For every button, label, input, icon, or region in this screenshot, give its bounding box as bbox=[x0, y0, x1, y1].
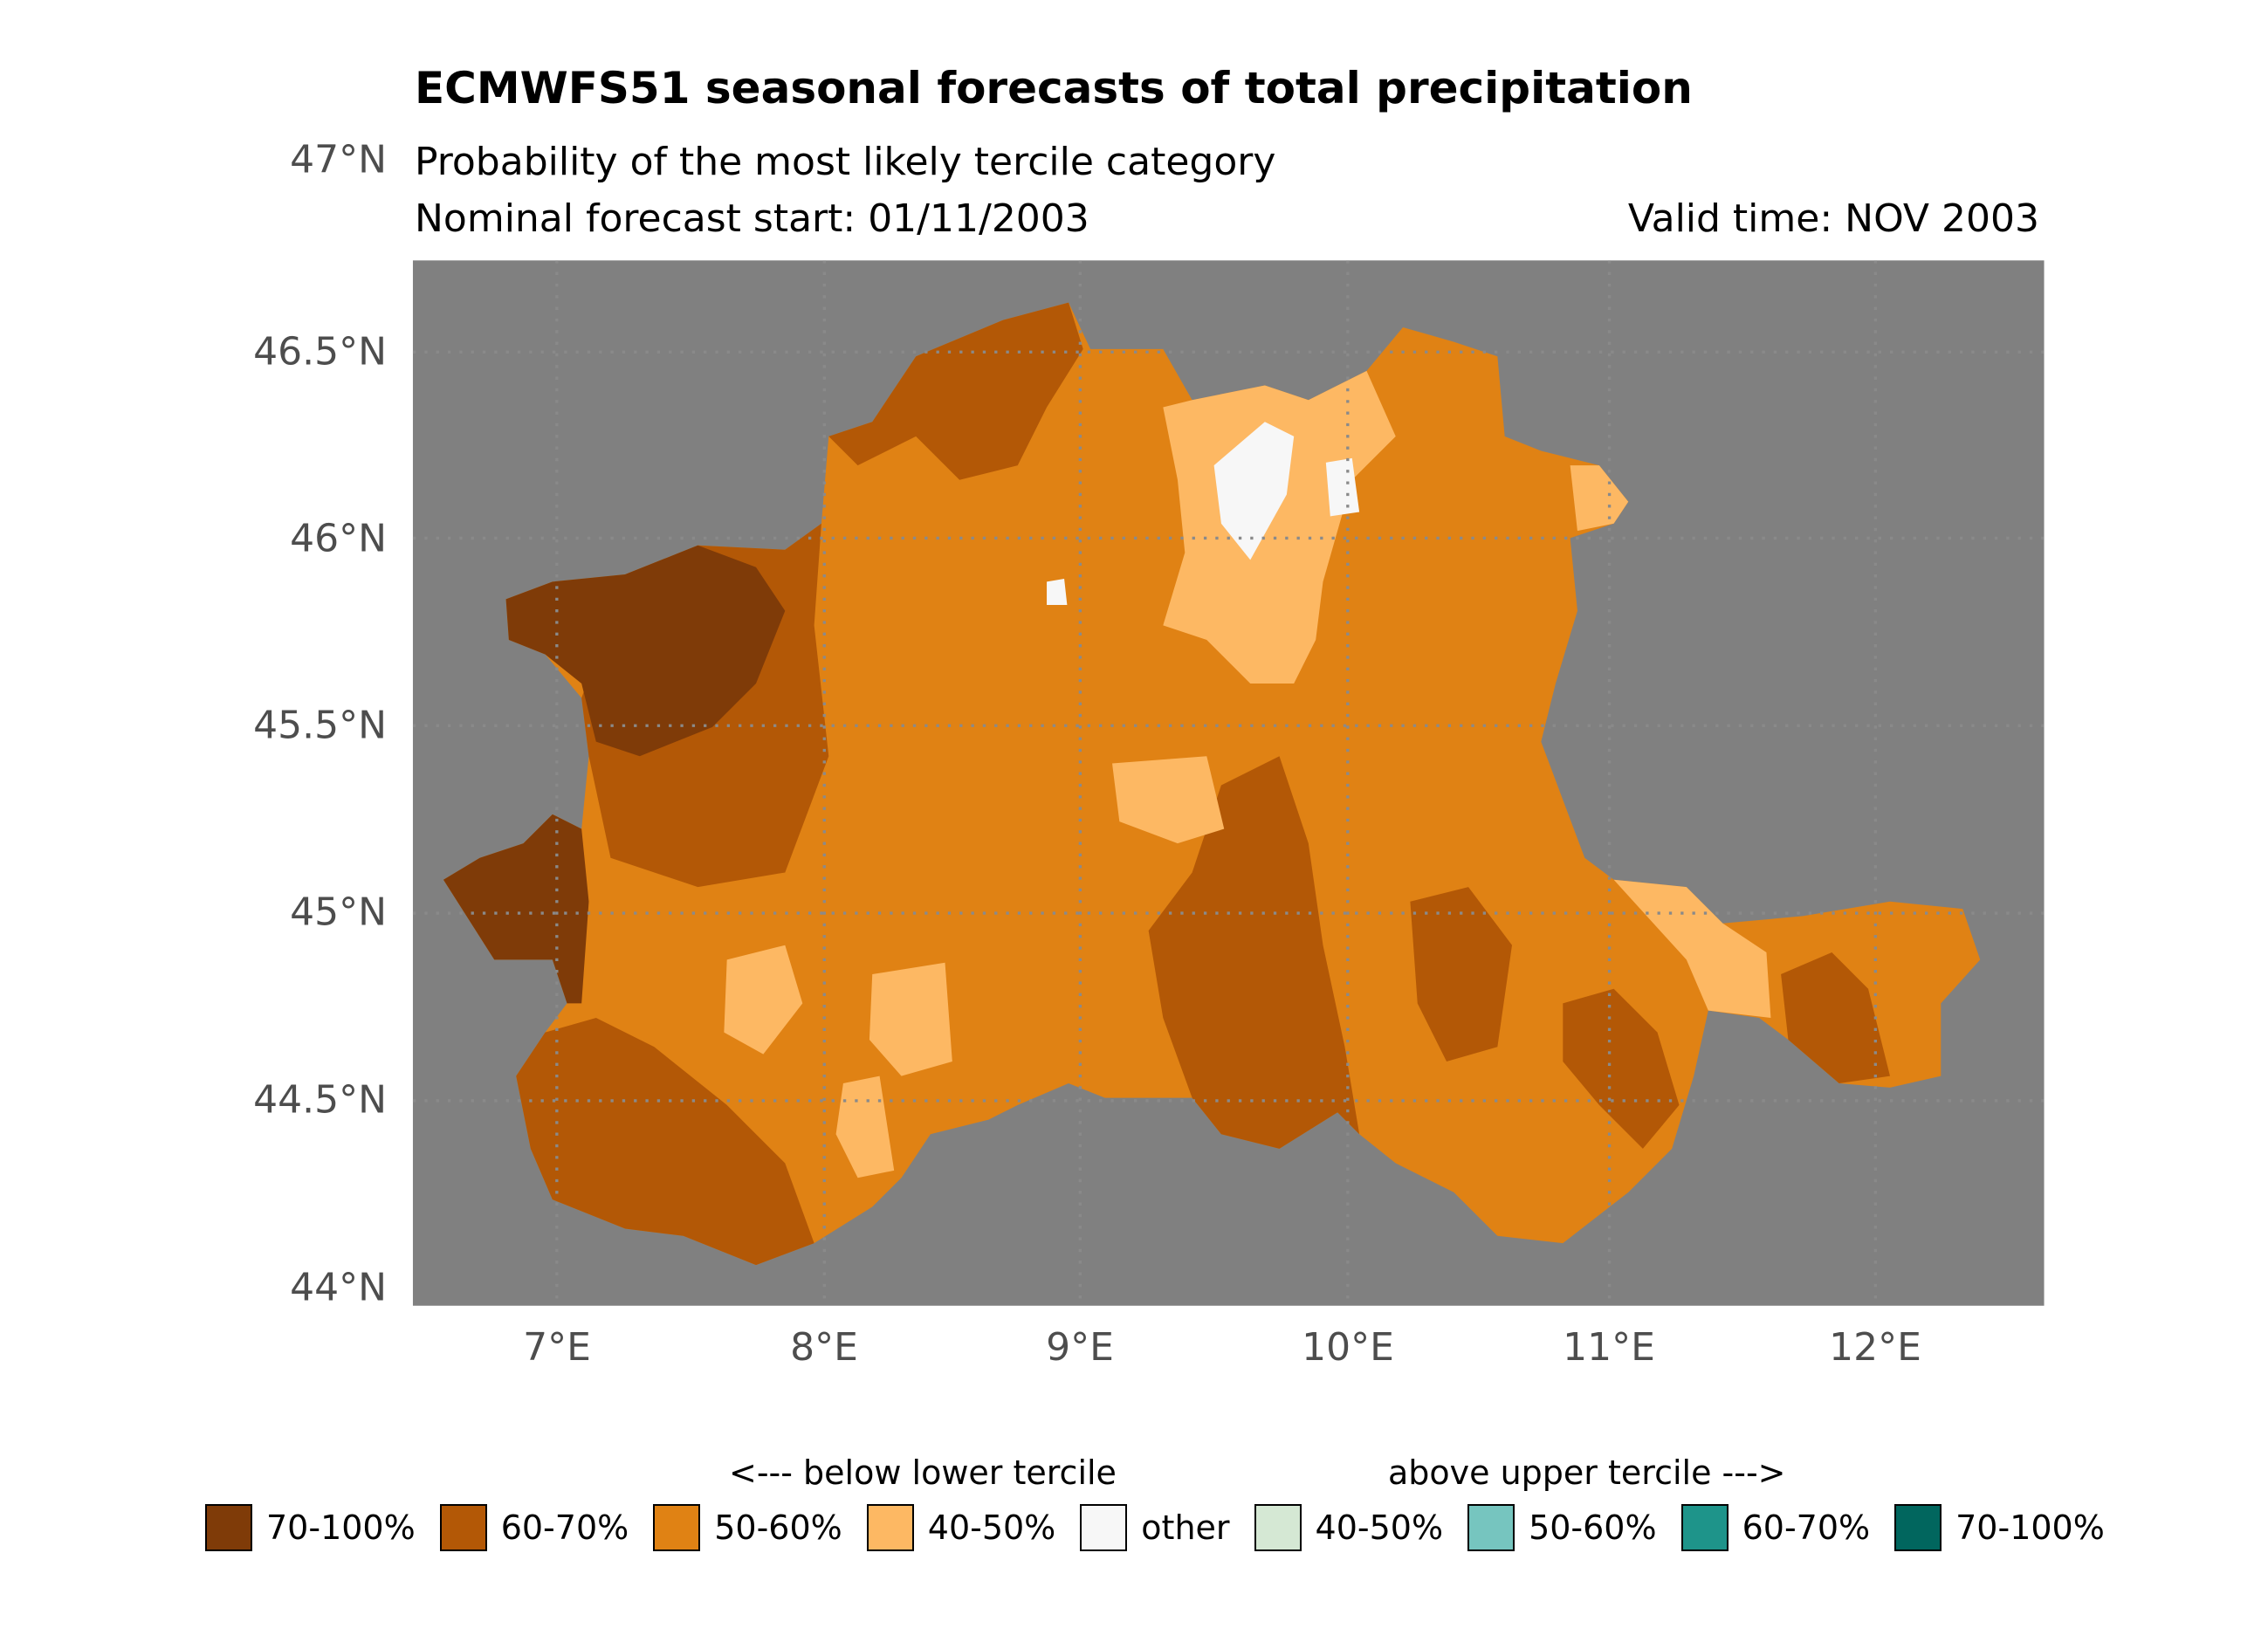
region-60-70 bbox=[828, 302, 1083, 480]
forecast-region bbox=[443, 302, 1981, 1266]
legend-label: 50-60% bbox=[1529, 1508, 1657, 1547]
region-40-50 bbox=[1163, 370, 1396, 684]
legend-label: 50-60% bbox=[714, 1508, 842, 1547]
legend-swatch bbox=[1680, 1504, 1728, 1551]
legend-label: 60-70% bbox=[1742, 1508, 1871, 1547]
legend-label: 60-70% bbox=[500, 1508, 629, 1547]
lon-tick-11: 11°E bbox=[1563, 1325, 1655, 1370]
legend-swatch bbox=[1467, 1504, 1515, 1551]
legend-swatch bbox=[653, 1504, 701, 1551]
legend-swatch bbox=[205, 1504, 252, 1551]
legend: 70-100% 60-70% 50-60% 40-50% other 40-50… bbox=[205, 1501, 2129, 1554]
lon-tick-7: 7°E bbox=[523, 1325, 591, 1370]
region-60-70 bbox=[1781, 952, 1890, 1083]
legend-label: other bbox=[1141, 1508, 1230, 1547]
lat-tick-45: 45°N bbox=[290, 890, 387, 935]
legend-label: 70-100% bbox=[1955, 1508, 2105, 1547]
region-70-100 bbox=[505, 545, 786, 757]
region-other bbox=[1213, 422, 1295, 560]
region-60-70 bbox=[1148, 756, 1360, 1149]
region-40-50 bbox=[1112, 756, 1225, 844]
region-other bbox=[1325, 457, 1360, 517]
legend-swatch bbox=[1080, 1504, 1128, 1551]
legend-swatch bbox=[866, 1504, 914, 1551]
lat-tick-47: 47°N bbox=[290, 137, 387, 182]
legend-label: 40-50% bbox=[927, 1508, 1056, 1547]
lat-tick-45-5: 45.5°N bbox=[253, 703, 387, 748]
region-60-70 bbox=[1563, 988, 1680, 1149]
lon-tick-10: 10°E bbox=[1302, 1325, 1394, 1370]
region-40-50 bbox=[1613, 879, 1771, 1018]
legend-swatch bbox=[1254, 1504, 1302, 1551]
lat-tick-44: 44°N bbox=[290, 1265, 387, 1310]
lon-tick-12: 12°E bbox=[1829, 1325, 1921, 1370]
legend-below-header: <--- below lower tercile bbox=[729, 1453, 1117, 1492]
graticule bbox=[412, 260, 2045, 1306]
region-70-100 bbox=[443, 814, 589, 1004]
region-40-50 bbox=[724, 945, 803, 1055]
map-subtitle: Probability of the most likely tercile c… bbox=[415, 140, 1276, 184]
region-40-50 bbox=[869, 962, 952, 1076]
lat-tick-44-5: 44.5°N bbox=[253, 1077, 387, 1123]
legend-swatch bbox=[1894, 1504, 1942, 1551]
lat-tick-46-5: 46.5°N bbox=[253, 329, 387, 374]
legend-label: 40-50% bbox=[1315, 1508, 1444, 1547]
legend-above-header: above upper tercile ---> bbox=[1388, 1453, 1786, 1492]
lat-tick-46: 46°N bbox=[290, 516, 387, 561]
legend-label: 70-100% bbox=[266, 1508, 416, 1547]
lon-tick-8: 8°E bbox=[790, 1325, 858, 1370]
region-60-70 bbox=[516, 1017, 814, 1266]
lon-tick-9: 9°E bbox=[1046, 1325, 1114, 1370]
region-60-70 bbox=[1410, 887, 1512, 1062]
region-40-50 bbox=[1570, 465, 1629, 532]
forecast-start: Nominal forecast start: 01/11/2003 bbox=[415, 196, 1089, 241]
legend-swatch bbox=[439, 1504, 487, 1551]
valid-time: Valid time: NOV 2003 bbox=[1627, 196, 2039, 241]
map-title: ECMWFS51 seasonal forecasts of total pre… bbox=[415, 63, 1693, 113]
region-other bbox=[1047, 579, 1068, 606]
